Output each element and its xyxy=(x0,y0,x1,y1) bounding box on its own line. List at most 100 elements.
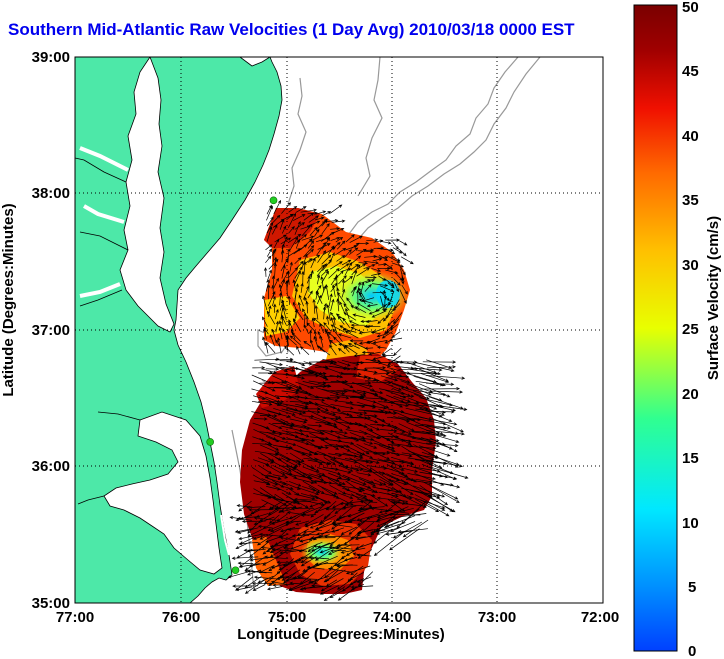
velocity-vector xyxy=(321,223,330,235)
velocity-vector xyxy=(252,442,273,447)
velocity-vector xyxy=(372,452,387,456)
velocity-vector xyxy=(356,472,372,477)
velocity-vector xyxy=(337,410,354,417)
velocity-vector xyxy=(372,431,395,444)
velocity-vector xyxy=(269,550,282,558)
velocity-vector xyxy=(385,238,401,242)
velocity-vector xyxy=(376,516,400,527)
velocity-vector xyxy=(328,267,340,279)
land-mass xyxy=(75,57,283,603)
plot-frame xyxy=(74,56,604,604)
velocity-vector xyxy=(307,240,315,249)
velocity-vector xyxy=(322,474,346,486)
velocity-vector xyxy=(372,371,390,375)
velocity-vector xyxy=(393,281,399,293)
velocity-vector xyxy=(324,534,351,539)
velocity-vector xyxy=(420,402,457,412)
velocity-vector xyxy=(391,480,414,495)
colorbar-tick: 40 xyxy=(682,128,699,145)
velocity-vector xyxy=(272,249,276,263)
velocity-vector xyxy=(285,335,289,353)
velocity-vector xyxy=(281,225,287,234)
velocity-vector xyxy=(293,308,298,326)
velocity-vector xyxy=(347,342,360,349)
velocity-vector xyxy=(357,571,374,587)
velocity-vector xyxy=(392,500,427,507)
velocity-vector xyxy=(285,520,302,524)
velocity-vector xyxy=(343,303,350,311)
velocity-vector xyxy=(336,270,344,278)
velocity-vector xyxy=(345,234,355,243)
velocity-vector xyxy=(335,443,351,452)
velocity-vector xyxy=(399,394,415,398)
velocity-vector xyxy=(413,402,445,416)
velocity-vector xyxy=(328,453,343,457)
velocity-vector xyxy=(342,328,357,333)
grid-lines xyxy=(75,57,603,603)
velocity-vector xyxy=(359,279,372,284)
colorbar-tick: 30 xyxy=(682,257,699,274)
velocity-vector xyxy=(323,396,341,400)
velocity-vector xyxy=(352,443,370,455)
velocity-vector xyxy=(281,390,299,395)
velocity-vector xyxy=(326,304,331,321)
velocity-vector xyxy=(391,383,405,389)
velocity-vector xyxy=(378,254,388,261)
velocity-vector xyxy=(307,465,320,472)
velocity-vector xyxy=(309,226,318,236)
velocity-vector xyxy=(332,523,353,528)
velocity-vector xyxy=(378,491,399,498)
velocity-vector xyxy=(259,528,282,540)
velocity-vector xyxy=(300,346,310,355)
velocity-vector xyxy=(421,423,451,430)
velocity-vector xyxy=(309,329,313,340)
velocity-vectors xyxy=(227,199,469,601)
velocity-vector xyxy=(308,534,330,541)
velocity-vector xyxy=(286,213,294,221)
velocity-vector xyxy=(372,257,383,262)
velocity-vector xyxy=(389,337,403,342)
velocity-vector xyxy=(364,283,372,292)
velocity-vector xyxy=(378,275,387,281)
velocity-vector xyxy=(381,347,392,356)
velocity-vector xyxy=(303,245,315,258)
velocity-vector xyxy=(253,516,280,521)
velocity-vector xyxy=(303,261,307,276)
velocity-vector xyxy=(314,416,337,426)
velocity-vector xyxy=(314,228,320,237)
velocity-vector xyxy=(356,248,367,256)
velocity-vector xyxy=(262,295,268,311)
velocity-vector xyxy=(309,501,323,508)
velocity-vector xyxy=(330,227,341,231)
velocity-vector xyxy=(372,340,388,345)
velocity-vector xyxy=(378,240,392,245)
velocity-vector xyxy=(384,298,392,312)
velocity-vector xyxy=(350,416,372,420)
velocity-vector xyxy=(300,548,322,564)
velocity-vector xyxy=(363,443,378,449)
velocity-vector xyxy=(418,445,451,457)
velocity-vector xyxy=(267,305,272,318)
velocity-vector xyxy=(273,262,277,278)
velocity-vector xyxy=(426,442,459,448)
velocity-vector xyxy=(294,431,310,438)
velocity-vector xyxy=(272,214,281,223)
velocity-vector xyxy=(271,275,276,286)
velocity-vector xyxy=(349,339,364,343)
velocity-vector xyxy=(393,278,401,286)
velocity-vector xyxy=(316,436,340,450)
radar-station-marker xyxy=(285,47,292,54)
velocity-vector xyxy=(316,290,323,304)
velocity-vector xyxy=(337,361,351,367)
velocity-vector xyxy=(281,236,288,250)
velocity-vector xyxy=(316,396,339,402)
velocity-vector xyxy=(295,520,310,526)
velocity-vector xyxy=(290,507,315,511)
velocity-vector xyxy=(254,417,268,421)
velocity-vector xyxy=(295,436,316,443)
velocity-vector xyxy=(336,543,360,548)
velocity-vector xyxy=(338,263,350,272)
velocity-vector xyxy=(391,255,401,262)
velocity-vector xyxy=(281,202,292,214)
